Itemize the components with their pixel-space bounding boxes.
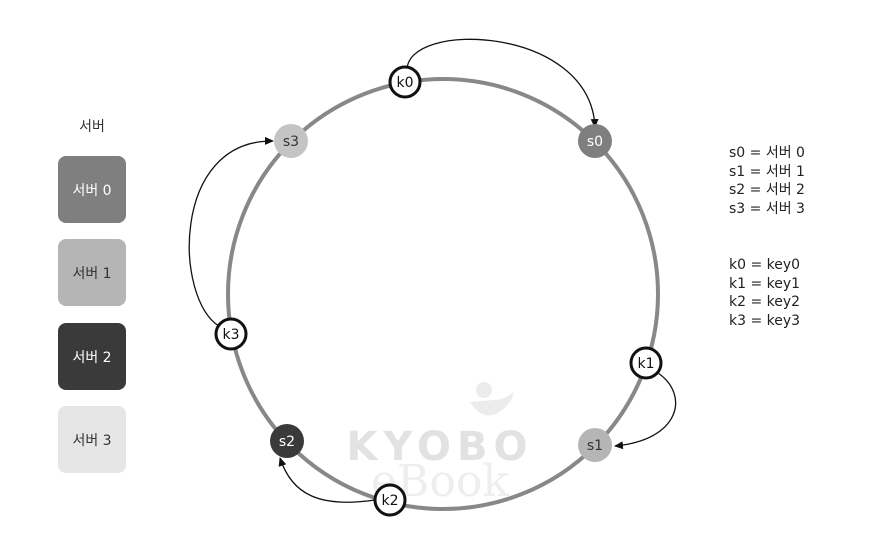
server-mapping-item: s3 = 서버 3 [729, 200, 805, 217]
ring-server-s1: s1 [578, 428, 612, 462]
ring-server-label: s2 [279, 434, 295, 450]
legend-server-label: 서버 2 [72, 349, 112, 366]
key-mapping-list: k0 = key0 k1 = key1 k2 = key2 k3 = key3 [729, 256, 800, 330]
ring-server-label: s1 [587, 438, 603, 454]
hash-ring [226, 77, 660, 511]
key-mapping-item: k1 = key1 [729, 275, 801, 292]
ring-server-s3: s3 [274, 124, 308, 158]
ring-server-label: s0 [587, 134, 603, 150]
key-mapping-item: k0 = key0 [729, 257, 801, 273]
legend-server-1: 서버 1 [58, 239, 126, 306]
legend-title: 서버 [79, 119, 105, 135]
legend-server-2: 서버 2 [58, 323, 126, 390]
server-mapping-item: s1 = 서버 1 [729, 163, 805, 180]
key-mapping-item: k2 = key2 [729, 294, 801, 310]
ring-key-k0: k0 [388, 65, 422, 99]
ring-key-label: k0 [396, 75, 413, 91]
ring-server-s0: s0 [578, 124, 612, 158]
ring-server-label: s3 [283, 134, 299, 150]
server-mapping-item: s0 = 서버 0 [729, 145, 805, 161]
legend-server-label: 서버 0 [72, 182, 112, 199]
ring-key-label: k2 [381, 493, 398, 509]
arrow-k1-to-s1 [614, 372, 677, 450]
legend-server-label: 서버 1 [72, 265, 112, 282]
ring-key-k3: k3 [214, 317, 248, 351]
arrow-k3-to-s3 [188, 136, 274, 327]
arrow-k2-to-s2 [278, 457, 376, 503]
server-mapping-item: s2 = 서버 2 [729, 182, 805, 198]
ring-key-label: k3 [222, 327, 239, 343]
ring-key-k1: k1 [629, 346, 663, 380]
ring-key-label: k1 [637, 356, 654, 372]
key-mapping-item: k3 = key3 [729, 312, 801, 329]
server-mapping-list: s0 = 서버 0 s1 = 서버 1 s2 = 서버 2 s3 = 서버 3 [729, 144, 805, 218]
ring-key-k2: k2 [373, 483, 407, 517]
arrow-k0-to-s0 [406, 38, 599, 128]
legend-server-0: 서버 0 [58, 156, 126, 223]
legend-server-3: 서버 3 [58, 406, 126, 473]
legend-server-label: 서버 3 [72, 432, 112, 449]
ring-server-s2: s2 [270, 424, 304, 458]
